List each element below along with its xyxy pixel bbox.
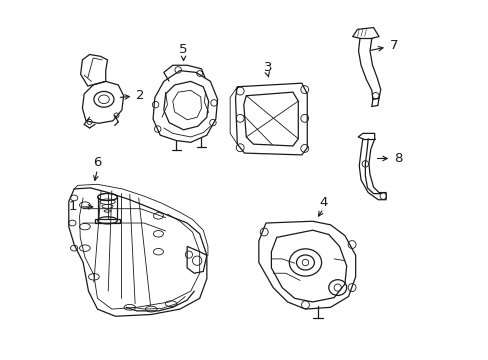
Text: 7: 7 <box>370 39 397 52</box>
Text: 1: 1 <box>68 201 93 213</box>
Text: 5: 5 <box>179 43 187 56</box>
Text: 4: 4 <box>319 196 327 209</box>
Text: 3: 3 <box>263 61 271 74</box>
Text: 8: 8 <box>377 152 402 165</box>
Text: 2: 2 <box>120 89 144 102</box>
Text: 6: 6 <box>93 156 102 169</box>
